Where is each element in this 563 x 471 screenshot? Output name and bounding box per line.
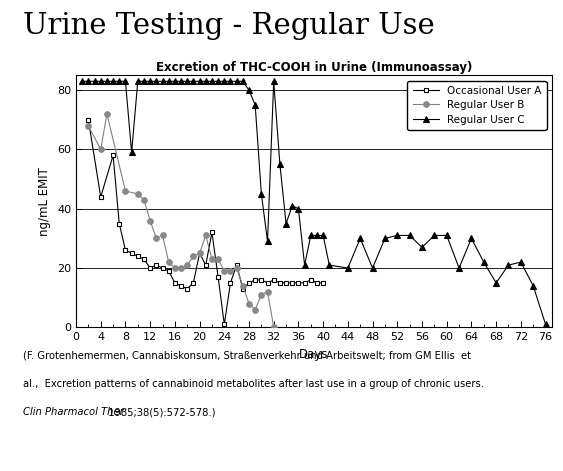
Regular User B (245, 301, 252, 307)
Occasional User A (215, 274, 221, 280)
Regular User C (166, 79, 172, 84)
Occasional User A (270, 277, 277, 283)
Occasional User A (301, 280, 308, 286)
Occasional User A (116, 221, 123, 227)
Regular User B (147, 218, 154, 223)
Text: 1985;38(5):572-578.): 1985;38(5):572-578.) (105, 407, 216, 417)
Occasional User A (135, 253, 141, 259)
Regular User B (221, 268, 227, 274)
Regular User B (196, 251, 203, 256)
Line: Regular User C: Regular User C (79, 78, 549, 328)
Regular User B (178, 265, 185, 271)
Regular User B (190, 253, 197, 259)
Occasional User A (258, 277, 265, 283)
Occasional User A (141, 256, 148, 262)
Occasional User A (85, 117, 92, 122)
Occasional User A (283, 280, 289, 286)
Occasional User A (289, 280, 296, 286)
Regular User B (166, 260, 172, 265)
Occasional User A (227, 280, 234, 286)
Text: al.,  Excretion patterns of cannabinoid metabolites after last use in a group of: al., Excretion patterns of cannabinoid m… (23, 379, 484, 389)
Legend: Occasional User A, Regular User B, Regular User C: Occasional User A, Regular User B, Regul… (408, 81, 547, 130)
Occasional User A (172, 280, 178, 286)
Occasional User A (159, 265, 166, 271)
Regular User B (270, 325, 277, 330)
Regular User B (159, 233, 166, 238)
Regular User B (233, 265, 240, 271)
Occasional User A (110, 153, 117, 158)
Occasional User A (190, 280, 197, 286)
Occasional User A (276, 280, 283, 286)
Regular User B (135, 191, 141, 197)
Regular User B (208, 256, 215, 262)
Regular User B (141, 197, 148, 203)
Occasional User A (239, 286, 246, 292)
Regular User B (264, 289, 271, 294)
Occasional User A (295, 280, 302, 286)
Line: Regular User B: Regular User B (86, 111, 276, 330)
Regular User C (357, 236, 364, 241)
Regular User B (215, 256, 221, 262)
Regular User B (104, 111, 110, 117)
Title: Excretion of THC-COOH in Urine (Immunoassay): Excretion of THC-COOH in Urine (Immunoas… (156, 61, 472, 74)
Occasional User A (314, 280, 320, 286)
Regular User C (517, 260, 524, 265)
Text: Urine Testing - Regular Use: Urine Testing - Regular Use (23, 12, 434, 40)
Regular User B (202, 233, 209, 238)
Occasional User A (264, 280, 271, 286)
Occasional User A (178, 283, 185, 289)
Regular User C (79, 79, 86, 84)
Occasional User A (320, 280, 327, 286)
Regular User C (542, 322, 549, 327)
Occasional User A (245, 280, 252, 286)
Text: (F. Grotenhemermen, Cannabiskonsum, Straßenverkehr und Arbeitswelt; from GM Elli: (F. Grotenhemermen, Cannabiskonsum, Stra… (23, 351, 471, 361)
Occasional User A (128, 251, 135, 256)
Regular User B (153, 236, 160, 241)
Y-axis label: ng/mL EMIT: ng/mL EMIT (38, 167, 51, 236)
Occasional User A (208, 230, 215, 236)
Occasional User A (307, 277, 314, 283)
Regular User B (258, 292, 265, 298)
Regular User C (159, 79, 166, 84)
Regular User C (314, 233, 320, 238)
Regular User B (122, 188, 129, 194)
Text: Clin Pharmacol Ther: Clin Pharmacol Ther (23, 407, 123, 417)
Regular User B (97, 146, 104, 152)
Occasional User A (202, 262, 209, 268)
Regular User C (431, 233, 437, 238)
Occasional User A (184, 286, 191, 292)
Occasional User A (147, 265, 154, 271)
Regular User B (85, 123, 92, 129)
Occasional User A (122, 247, 129, 253)
Regular User B (227, 268, 234, 274)
X-axis label: Days: Days (299, 348, 329, 361)
Regular User B (239, 283, 246, 289)
Occasional User A (221, 322, 227, 327)
Occasional User A (97, 194, 104, 200)
Regular User B (184, 262, 191, 268)
Occasional User A (252, 277, 258, 283)
Line: Occasional User A: Occasional User A (86, 117, 325, 327)
Regular User B (252, 307, 258, 312)
Occasional User A (196, 251, 203, 256)
Occasional User A (233, 262, 240, 268)
Occasional User A (153, 262, 160, 268)
Occasional User A (166, 268, 172, 274)
Regular User B (172, 265, 178, 271)
